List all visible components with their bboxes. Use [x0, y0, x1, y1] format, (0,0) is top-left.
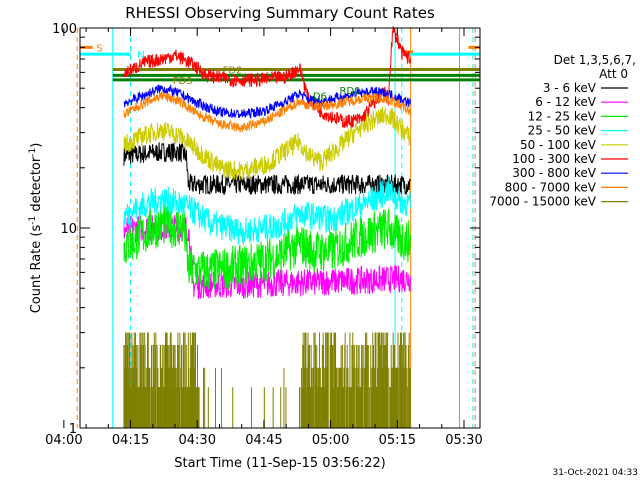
series-line — [123, 141, 411, 195]
legend-entry-label: 100 - 300 keV — [512, 152, 596, 166]
legend-entry-label: 800 - 7000 keV — [505, 180, 597, 194]
plot-area: S N FD2 FD3 RD0 D6 — [76, 26, 480, 428]
series-line — [123, 176, 411, 246]
x-tick-label: 04:15 — [112, 433, 149, 448]
x-tick-label: 04:00 — [45, 433, 82, 448]
x-axis: 04:00 04:15 04:30 04:45 05:00 05:15 05:30 — [45, 28, 483, 448]
legend-entry-label: 6 - 12 keV — [535, 95, 597, 109]
legend-entry-label: 12 - 25 keV — [528, 109, 597, 123]
generation-timestamp: 31-Oct-2021 04:33 — [553, 468, 638, 478]
legend-header-attenuator: Att 0 — [599, 67, 628, 81]
y-axis: 1 10 100 — [52, 22, 480, 437]
flag-label: FD2 — [223, 66, 243, 77]
legend-entry-label: 25 - 50 keV — [528, 124, 597, 138]
legend-entry-label: 7000 - 15000 keV — [489, 195, 596, 209]
y-tick-label: 10 — [60, 222, 77, 237]
legend-header-detectors: Det 1,3,5,6,7, — [554, 53, 636, 67]
x-tick-label: 05:15 — [379, 433, 416, 448]
series-line — [123, 26, 411, 129]
x-tick-label: 04:30 — [179, 433, 216, 448]
series-line — [123, 203, 411, 291]
y-tick-label: 1 — [69, 422, 77, 437]
flag-label: N — [137, 50, 144, 61]
x-axis-label: Start Time (11-Sep-15 03:56:22) — [174, 456, 385, 471]
flag-label: S — [96, 43, 102, 54]
series-line — [123, 332, 411, 428]
legend-entry-label: 50 - 100 keV — [520, 138, 597, 152]
flag-label: RD0 — [340, 86, 361, 97]
x-tick-label: 05:30 — [445, 433, 482, 448]
legend-entry-label: 300 - 800 keV — [512, 166, 596, 180]
chart-title: RHESSI Observing Summary Count Rates — [125, 4, 435, 22]
flag-label: FD3 — [173, 76, 193, 87]
series-line — [123, 84, 411, 120]
y-axis-label: Count Rate (s-1 detector-1) — [28, 143, 44, 314]
y-tick-label: 100 — [52, 22, 77, 37]
series-line — [123, 91, 411, 133]
x-tick-label: 05:00 — [312, 433, 349, 448]
legend-entry-label: 3 - 6 keV — [543, 81, 597, 95]
flag-label: D6 — [313, 91, 327, 102]
x-tick-label: 04:45 — [245, 433, 282, 448]
